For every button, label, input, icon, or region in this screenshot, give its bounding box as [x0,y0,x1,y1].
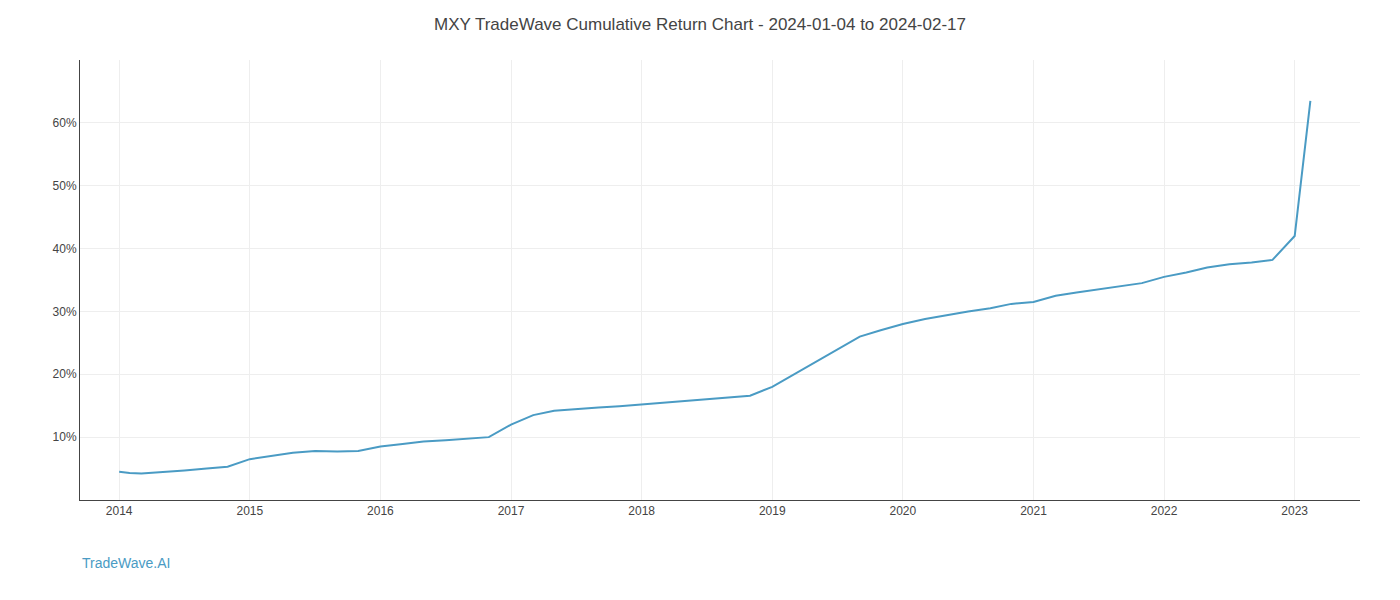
svg-text:2018: 2018 [628,504,655,518]
svg-text:20%: 20% [53,367,77,381]
svg-text:40%: 40% [53,242,77,256]
svg-text:2015: 2015 [236,504,263,518]
svg-text:MXY TradeWave Cumulative Retur: MXY TradeWave Cumulative Return Chart - … [434,15,966,34]
svg-text:2022: 2022 [1151,504,1178,518]
svg-text:2017: 2017 [498,504,525,518]
svg-text:2021: 2021 [1020,504,1047,518]
svg-text:2019: 2019 [759,504,786,518]
svg-text:50%: 50% [53,179,77,193]
svg-text:2016: 2016 [367,504,394,518]
svg-text:2014: 2014 [106,504,133,518]
svg-text:2023: 2023 [1281,504,1308,518]
svg-text:60%: 60% [53,116,77,130]
svg-text:30%: 30% [53,305,77,319]
svg-text:10%: 10% [53,430,77,444]
svg-text:TradeWave.AI: TradeWave.AI [82,555,170,571]
svg-text:2020: 2020 [890,504,917,518]
